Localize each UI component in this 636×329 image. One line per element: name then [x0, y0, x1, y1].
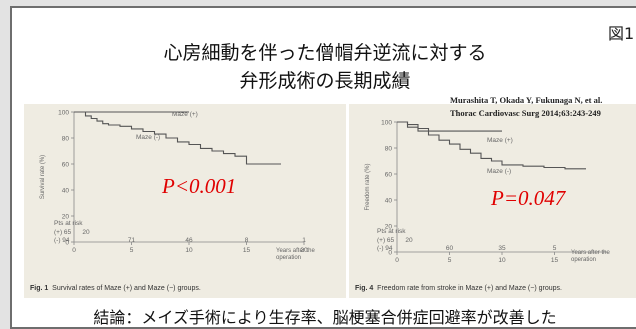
risk-row-label: (-) 94 [54, 237, 70, 244]
series-label-0: Maze (+) [487, 137, 513, 144]
stroke-freedom-chart-panel: 0 20 40 60 80 100 0 5 10 15 Freedom rate (%) Years … [349, 104, 636, 298]
series-label-0: Maze (+) [172, 111, 198, 118]
x-tick-label: 15 [243, 247, 251, 254]
risk-value: 8 [245, 237, 249, 244]
risk-row-label: (+) 65 [377, 237, 395, 244]
y-tick-label: 0 [388, 250, 392, 257]
risk-value: 5 [553, 245, 557, 252]
x-tick-label: 10 [185, 247, 193, 254]
caption-fig-number: Fig. 1 [30, 285, 49, 292]
series-line-1 [397, 121, 586, 170]
risk-row-label: (+) 65 [54, 229, 72, 236]
risk-value: 20 [82, 229, 90, 236]
figure-label: 図1 [608, 24, 635, 43]
p-value-survival: P<0.001 [162, 174, 237, 198]
risk-value: 71 [128, 237, 136, 244]
y-tick-label: 80 [62, 136, 70, 143]
y-tick-label: 100 [381, 120, 392, 127]
risk-value: 35 [498, 245, 506, 252]
stroke-freedom-chart: 0 20 40 60 80 100 0 5 10 15 Freedom rate (%) Years … [365, 120, 610, 265]
x-axis-label-line2: operation [276, 255, 301, 261]
risk-value: 60 [446, 245, 454, 252]
slide-title-line2: 弁形成術の長期成績 [239, 70, 411, 92]
x-tick-label: 10 [498, 257, 506, 264]
y-tick-label: 20 [385, 224, 393, 231]
x-tick-label: 15 [551, 257, 559, 264]
risk-row-label: (-) 94 [377, 245, 393, 252]
caption-text: Freedom rate from stroke in Maze (+) and… [377, 285, 562, 292]
x-axis-label-line2: operation [571, 257, 596, 263]
conclusion-text: 結論：メイズ手術により生存率、脳梗塞合併症回避率が改善した [93, 308, 557, 327]
series-label-1: Maze (-) [487, 168, 511, 175]
y-tick-label: 100 [58, 110, 69, 117]
survival-chart: 0 20 40 60 80 100 0 5 10 15 20 Survival rate (%) Yea… [40, 110, 315, 262]
series-line-0 [397, 121, 502, 132]
p-value-stroke: P=0.047 [491, 186, 566, 210]
y-tick-label: 20 [62, 214, 70, 221]
y-axis-label: Survival rate (%) [40, 155, 46, 199]
survival-chart-panel: 0 20 40 60 80 100 0 5 10 15 20 Survival rate (%) Yea… [24, 104, 346, 298]
x-tick-label: 0 [395, 257, 399, 264]
risk-table-label: Pts at risk [54, 220, 83, 227]
series-label-1: Maze (-) [136, 134, 160, 141]
slide: 心房細動を伴った僧帽弁逆流に対する 弁形成術の長期成績 図1 0 20 40 60 80… [10, 6, 636, 329]
y-axis-label: Freedom rate (%) [365, 163, 371, 210]
risk-table-label: Pts at risk [377, 228, 406, 235]
figure-caption-2: Fig. 4 Freedom rate from stroke in Maze … [355, 285, 562, 292]
x-axis-label-line1: Years after the [276, 248, 315, 254]
risk-value: 46 [185, 237, 193, 244]
y-tick-label: 80 [385, 146, 393, 153]
caption-text: Survival rates of Maze (+) and Maze (−) … [52, 285, 201, 292]
risk-value: 20 [405, 237, 413, 244]
slide-title-line1: 心房細動を伴った僧帽弁逆流に対する [163, 42, 487, 64]
x-tick-label: 5 [448, 257, 452, 264]
series-line-1 [74, 111, 281, 165]
citation-line1: Murashita T, Okada Y, Fukunaga N, et al. [450, 95, 603, 105]
y-tick-label: 60 [385, 172, 393, 179]
caption-fig-number: Fig. 4 [355, 285, 374, 292]
citation-line2: Thorac Cardiovasc Surg 2014;63:243-249 [450, 108, 601, 118]
risk-value: 1 [302, 237, 306, 244]
y-tick-label: 40 [385, 198, 393, 205]
x-tick-label: 0 [72, 247, 76, 254]
y-tick-label: 0 [65, 240, 69, 247]
x-tick-label: 20 [300, 247, 308, 254]
figure-caption-1: Fig. 1 Survival rates of Maze (+) and Ma… [30, 285, 201, 292]
y-tick-label: 40 [62, 188, 70, 195]
x-axis-label-line1: Years after the [571, 250, 610, 256]
x-tick-label: 5 [130, 247, 134, 254]
y-tick-label: 60 [62, 162, 70, 169]
